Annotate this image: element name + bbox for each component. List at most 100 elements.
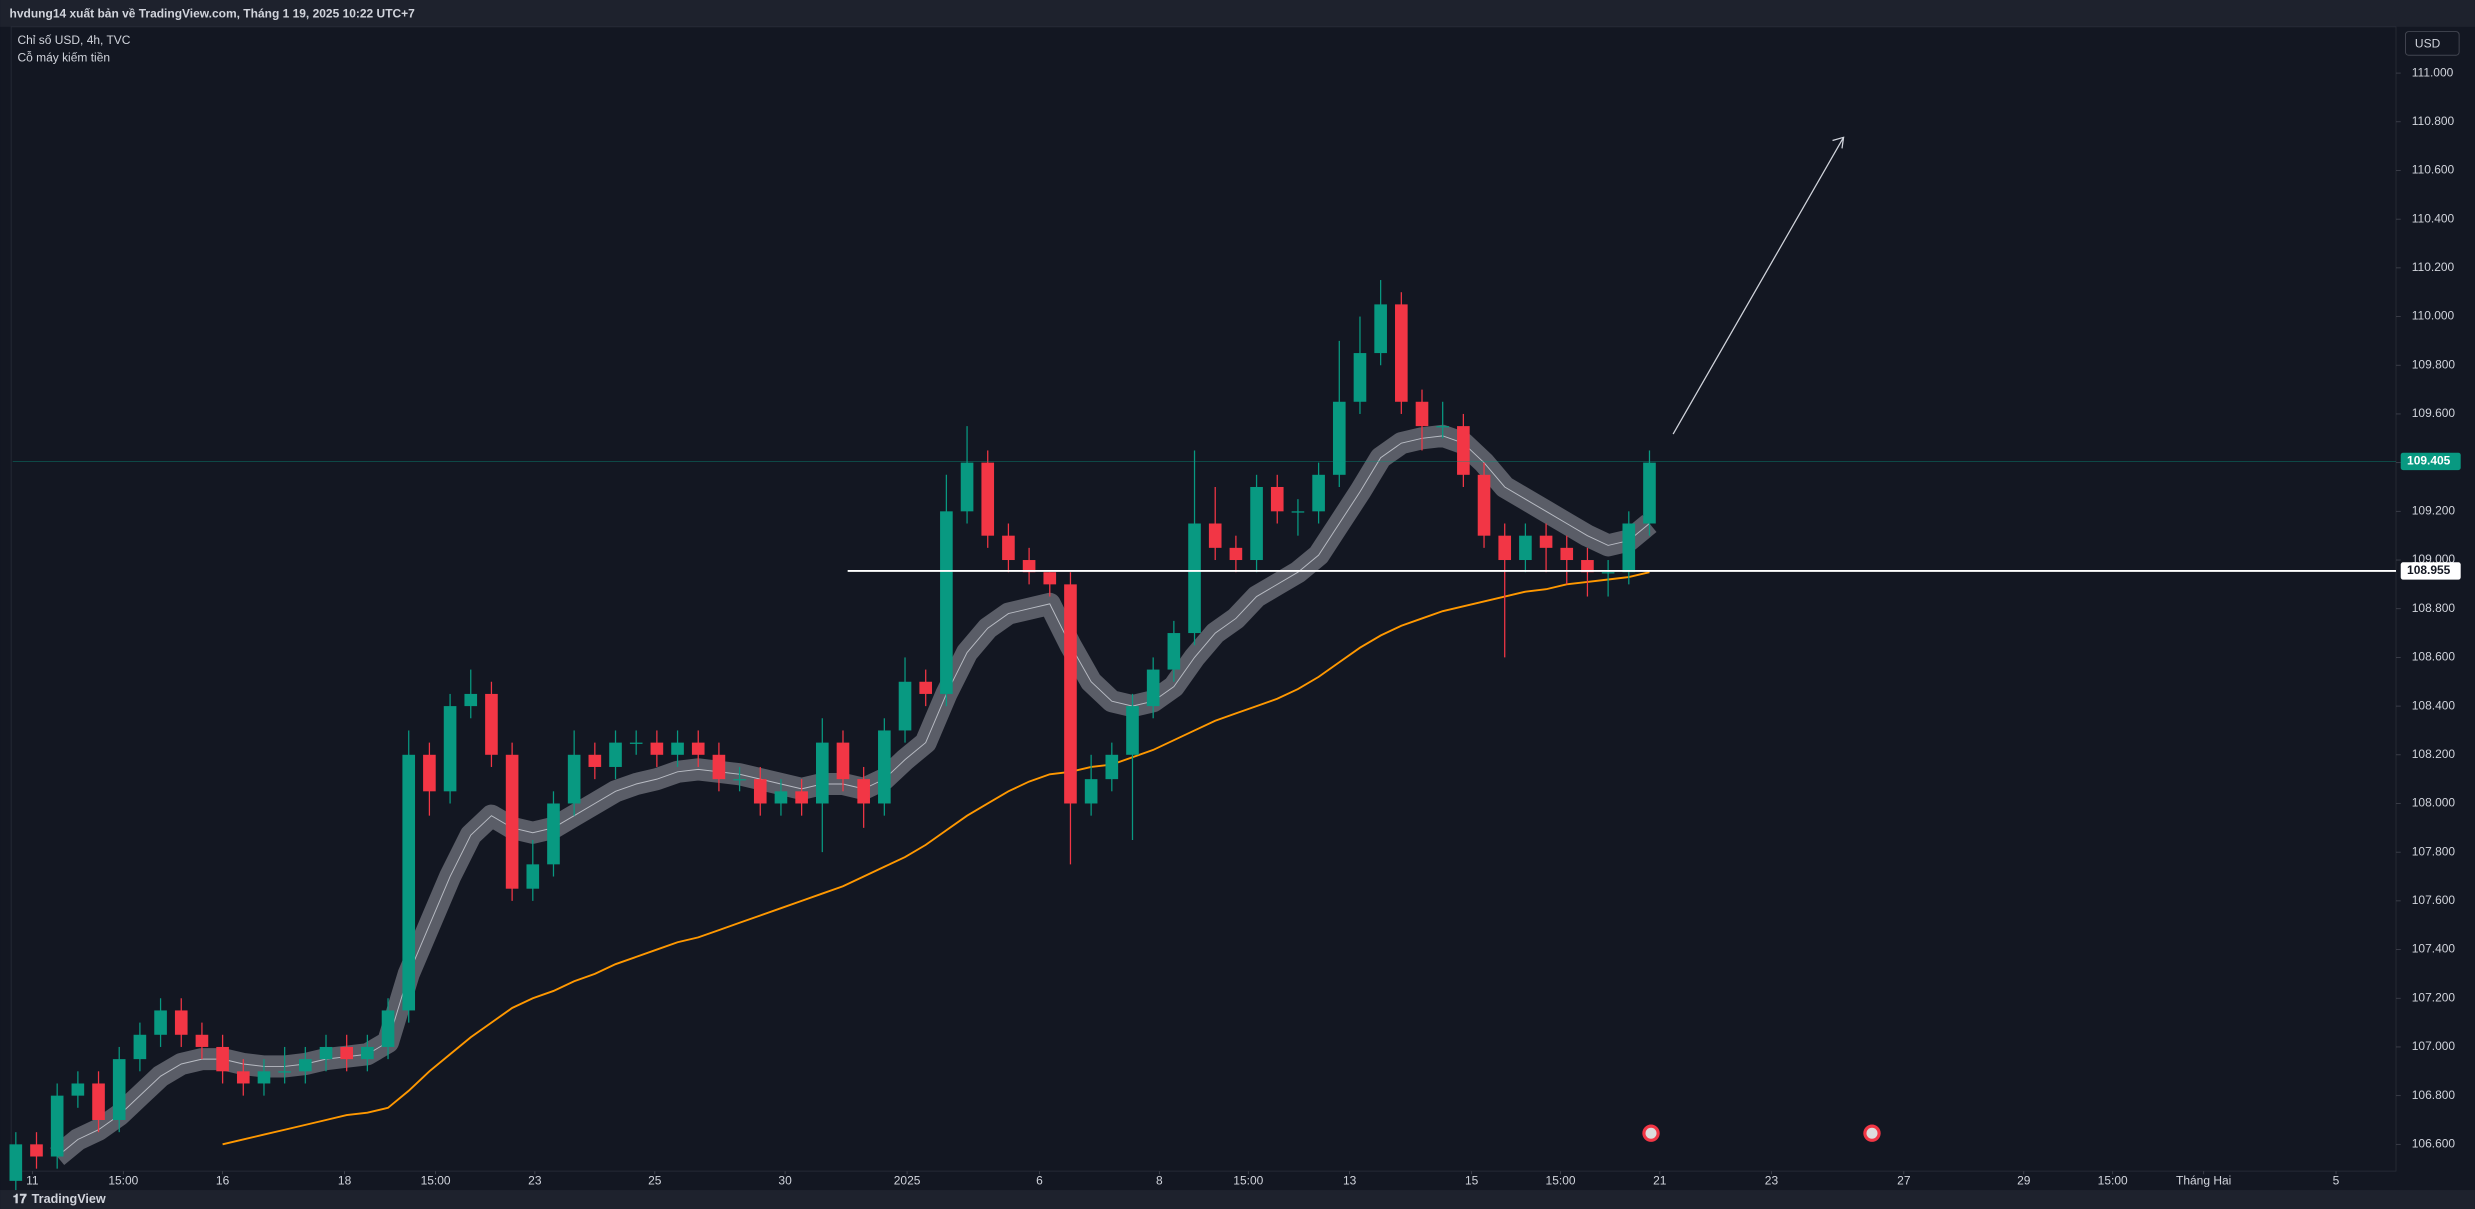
candle-body	[526, 864, 540, 889]
y-tick-label: 108.200	[2412, 747, 2456, 761]
x-tick-label: 16	[216, 1174, 230, 1188]
candle-body	[1353, 353, 1367, 402]
candle-body	[340, 1046, 353, 1060]
candle-body	[30, 1144, 43, 1157]
candle-body	[588, 754, 602, 767]
arrow-head	[1832, 136, 1845, 149]
plot-frame	[10, 26, 2397, 1172]
candle-body	[940, 511, 953, 694]
candle-body	[1188, 523, 1201, 634]
y-tick-label: 107.800	[2412, 844, 2456, 858]
candle-body	[815, 742, 829, 804]
candle-body	[960, 462, 974, 512]
candle-body	[278, 1071, 291, 1073]
x-tick-label: 21	[1653, 1174, 1667, 1188]
candle-body	[361, 1046, 374, 1060]
candle-body	[381, 1010, 395, 1047]
candle-body	[691, 742, 705, 755]
candle-body	[1002, 535, 1015, 561]
candle-body	[898, 681, 912, 731]
x-tick-label: 6	[1036, 1174, 1043, 1188]
x-tick-label: 15:00	[1546, 1174, 1576, 1188]
candle-body	[857, 779, 870, 804]
x-tick-label: 15:00	[1233, 1174, 1263, 1188]
x-tick-label: 18	[338, 1174, 352, 1188]
price-label-box	[2400, 562, 2461, 580]
x-tick-label: 15:00	[421, 1174, 451, 1188]
candle-body	[1643, 462, 1656, 524]
candle-body	[92, 1083, 105, 1120]
candle-body	[712, 754, 726, 780]
y-tick-label: 109.600	[2412, 406, 2456, 420]
candle-body	[1208, 523, 1222, 548]
y-tick-label: 108.400	[2412, 698, 2456, 712]
candle-body	[1374, 304, 1387, 354]
moving-average	[222, 571, 1650, 1146]
x-tick-label: 8	[1156, 1174, 1163, 1188]
candle-body	[1581, 560, 1594, 573]
x-tick-label: 5	[2333, 1174, 2340, 1188]
top-bar	[0, 0, 2475, 27]
y-tick-label: 107.600	[2412, 893, 2456, 907]
x-tick-label: 27	[1897, 1174, 1911, 1188]
x-tick-label: 15:00	[108, 1174, 138, 1188]
candle-body	[1084, 779, 1098, 804]
currency-button[interactable]	[2404, 31, 2460, 56]
candle-body	[733, 779, 746, 781]
candle-body	[919, 681, 933, 694]
candle-body	[133, 1034, 147, 1060]
candle-body	[174, 1010, 188, 1035]
candle-body	[1477, 474, 1491, 536]
brand: TradingView	[32, 1192, 106, 1206]
plot: 106.600 106.800 107.000 107.200 107.400 107.6…	[9, 65, 2461, 1194]
arrow-line	[1672, 137, 1845, 435]
y-tick-label: 110.600	[2412, 163, 2455, 177]
candle-body	[650, 742, 664, 755]
x-tick-label: Tháng Hai	[2176, 1174, 2231, 1188]
candle-body	[154, 1010, 167, 1035]
candle-body	[795, 791, 808, 804]
candle-body	[753, 779, 767, 804]
candle-body	[423, 754, 436, 792]
candle-body	[71, 1083, 85, 1096]
candle-body	[257, 1071, 271, 1084]
y-tick-label: 109.800	[2412, 357, 2456, 371]
x-tick-label: 23	[528, 1174, 542, 1188]
candle-body	[1498, 535, 1512, 561]
candle-body	[878, 730, 891, 804]
y-tick-label: 106.600	[2412, 1137, 2456, 1151]
candle-body	[464, 693, 478, 707]
candle-body	[402, 754, 416, 1011]
candle-body	[1601, 572, 1615, 574]
candle-body	[567, 754, 581, 804]
candle-body	[299, 1059, 312, 1072]
candle-body	[1064, 584, 1077, 804]
y-tick-label: 110.000	[2412, 309, 2455, 323]
x-tick-label: 15:00	[2098, 1174, 2128, 1188]
y-tick-label: 107.200	[2412, 990, 2456, 1004]
candle-body	[1312, 474, 1325, 512]
candle-body	[1270, 486, 1284, 512]
event-icon-inner	[1866, 1127, 1878, 1139]
candle-body	[1415, 401, 1429, 427]
publisher: hvdung14 xuất bản về TradingView.com, Th…	[10, 6, 416, 20]
price-label-box	[2400, 452, 2461, 471]
candle-body	[319, 1046, 333, 1060]
currency: USD	[2415, 36, 2441, 50]
candle-body	[1560, 547, 1574, 561]
indicator-name: Cỗ máy kiếm tiền	[17, 50, 110, 65]
y-tick-label: 110.200	[2412, 260, 2455, 274]
candle-body	[836, 742, 850, 780]
footer	[0, 1190, 2475, 1209]
candle-body	[1105, 754, 1119, 780]
event-icon-inner	[1645, 1127, 1657, 1139]
x-tick-label: 29	[2017, 1174, 2031, 1188]
y-tick-label: 107.000	[2412, 1039, 2456, 1053]
x-tick-label: 13	[1343, 1174, 1357, 1188]
x-tick-label: 25	[648, 1174, 662, 1188]
candle-body	[1457, 426, 1470, 475]
y-tick-label: 108.800	[2412, 601, 2456, 615]
candle-body	[1022, 560, 1036, 573]
candle-body	[629, 742, 643, 744]
y-tick-label: 106.800	[2412, 1088, 2456, 1102]
